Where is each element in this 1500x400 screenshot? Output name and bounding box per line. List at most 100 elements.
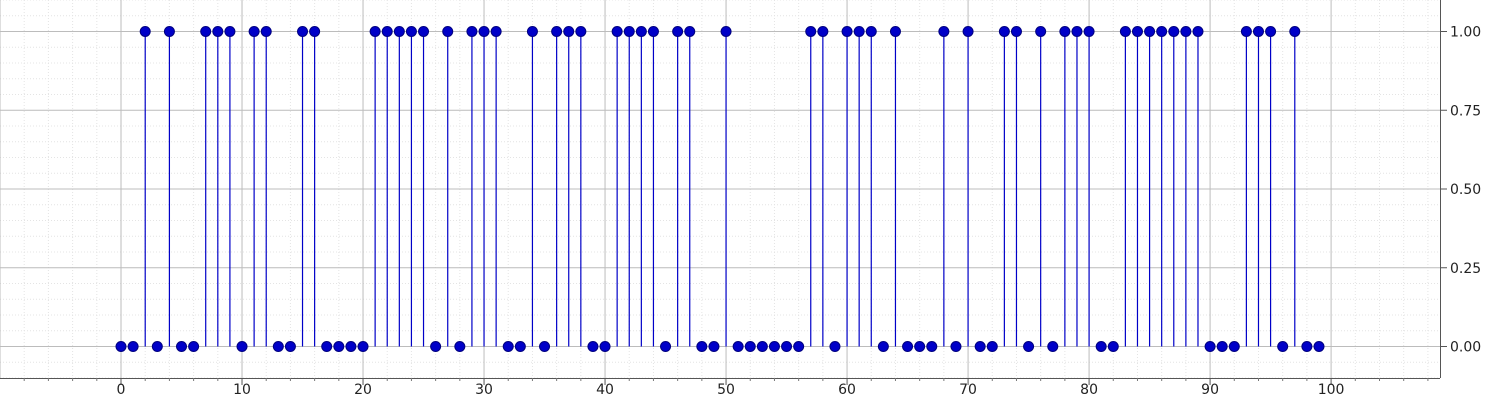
stem-marker	[841, 26, 853, 37]
stem-marker	[442, 26, 454, 37]
stem-marker	[660, 341, 672, 352]
stem-marker	[829, 341, 841, 352]
stem-marker	[599, 341, 611, 352]
stem-marker	[1023, 341, 1035, 352]
stem-marker	[563, 26, 575, 37]
stem-marker	[357, 341, 369, 352]
stem-marker	[454, 341, 466, 352]
stem-marker	[587, 341, 599, 352]
stem-marker	[1252, 26, 1264, 37]
stem-marker	[127, 341, 139, 352]
stem-marker	[1156, 26, 1168, 37]
stem-marker	[575, 26, 587, 37]
stem-marker	[781, 341, 793, 352]
stem-marker	[1083, 26, 1095, 37]
stem-marker	[938, 26, 950, 37]
stem-marker	[345, 341, 357, 352]
stem-marker	[176, 341, 188, 352]
stem-marker	[284, 341, 296, 352]
stem-marker	[1059, 26, 1071, 37]
stem-marker	[430, 341, 442, 352]
y-tick-labels: 0.00 0.25 0.50 0.75 1.00	[1450, 25, 1481, 356]
stem-marker	[309, 26, 321, 37]
stem-marker	[539, 341, 551, 352]
x-tick-label: 70	[959, 382, 977, 398]
stem-marker	[720, 26, 732, 37]
stem-marker	[817, 26, 829, 37]
stem-marker	[1095, 341, 1107, 352]
stem-marker	[1192, 26, 1204, 37]
stem-marker	[490, 26, 502, 37]
stem-marker	[514, 341, 526, 352]
stem-marker	[478, 26, 490, 37]
stem-marker	[1301, 341, 1313, 352]
stem-marker	[768, 341, 780, 352]
stem-marker	[151, 341, 163, 352]
stem-marker	[369, 26, 381, 37]
stem-marker	[163, 26, 175, 37]
x-tick-label: 20	[354, 382, 372, 398]
x-tick-label: 10	[233, 382, 251, 398]
stem-marker	[793, 341, 805, 352]
stem-marker	[260, 26, 272, 37]
stem-marker	[805, 26, 817, 37]
stem-marker	[611, 26, 623, 37]
x-tick-label: 80	[1080, 382, 1098, 398]
x-tick-label: 60	[838, 382, 856, 398]
stem-marker	[1119, 26, 1131, 37]
stem-marker	[1180, 26, 1192, 37]
stem-marker	[1168, 26, 1180, 37]
y-tick-label: 0.75	[1450, 103, 1481, 119]
stem-marker	[1277, 341, 1289, 352]
y-tick-label: 0.25	[1450, 261, 1481, 277]
stem-marker	[1265, 26, 1277, 37]
stem-marker	[200, 26, 212, 37]
stem-marker	[974, 341, 986, 352]
stem-marker	[405, 26, 417, 37]
x-tick-label: 50	[717, 382, 735, 398]
stem-marker	[647, 26, 659, 37]
stem-marker	[248, 26, 260, 37]
stem-marker	[188, 341, 200, 352]
stem-marker	[1313, 341, 1325, 352]
stem-marker	[502, 341, 514, 352]
y-tick-label: 1.00	[1450, 25, 1481, 41]
stem-marker	[551, 26, 563, 37]
stem-marker	[297, 26, 309, 37]
stem-marker	[998, 26, 1010, 37]
x-tick-label: 0	[117, 382, 126, 398]
stem-marker	[1289, 26, 1301, 37]
stem-marker	[418, 26, 430, 37]
stem-marker	[466, 26, 478, 37]
stem-marker	[914, 341, 926, 352]
stem-marker	[623, 26, 635, 37]
stem-marker	[1144, 26, 1156, 37]
stem-marker	[635, 26, 647, 37]
stem-marker	[381, 26, 393, 37]
stem-marker	[756, 341, 768, 352]
stem-marker	[1035, 26, 1047, 37]
stem-marker	[236, 341, 248, 352]
stem-marker	[1204, 341, 1216, 352]
stem-marker	[1131, 26, 1143, 37]
stem-marker	[986, 341, 998, 352]
stem-marker	[1107, 341, 1119, 352]
stem-marker	[962, 26, 974, 37]
x-tick-label: 40	[596, 382, 614, 398]
major-grid	[0, 0, 1440, 378]
stem-marker	[732, 341, 744, 352]
x-tick-label: 90	[1201, 382, 1219, 398]
stem-marker	[865, 26, 877, 37]
stem-marker	[889, 26, 901, 37]
stem-marker	[877, 341, 889, 352]
axes	[0, 0, 1447, 385]
stem-marker	[902, 341, 914, 352]
x-tick-labels: 0 10 20 30 40 50 60 70 80 90 100	[117, 382, 1345, 398]
stem-marker	[1047, 341, 1059, 352]
stem-marker	[321, 341, 333, 352]
stem-marker	[672, 26, 684, 37]
stem-marker	[272, 341, 284, 352]
stem-marker	[333, 341, 345, 352]
stem-marker	[853, 26, 865, 37]
